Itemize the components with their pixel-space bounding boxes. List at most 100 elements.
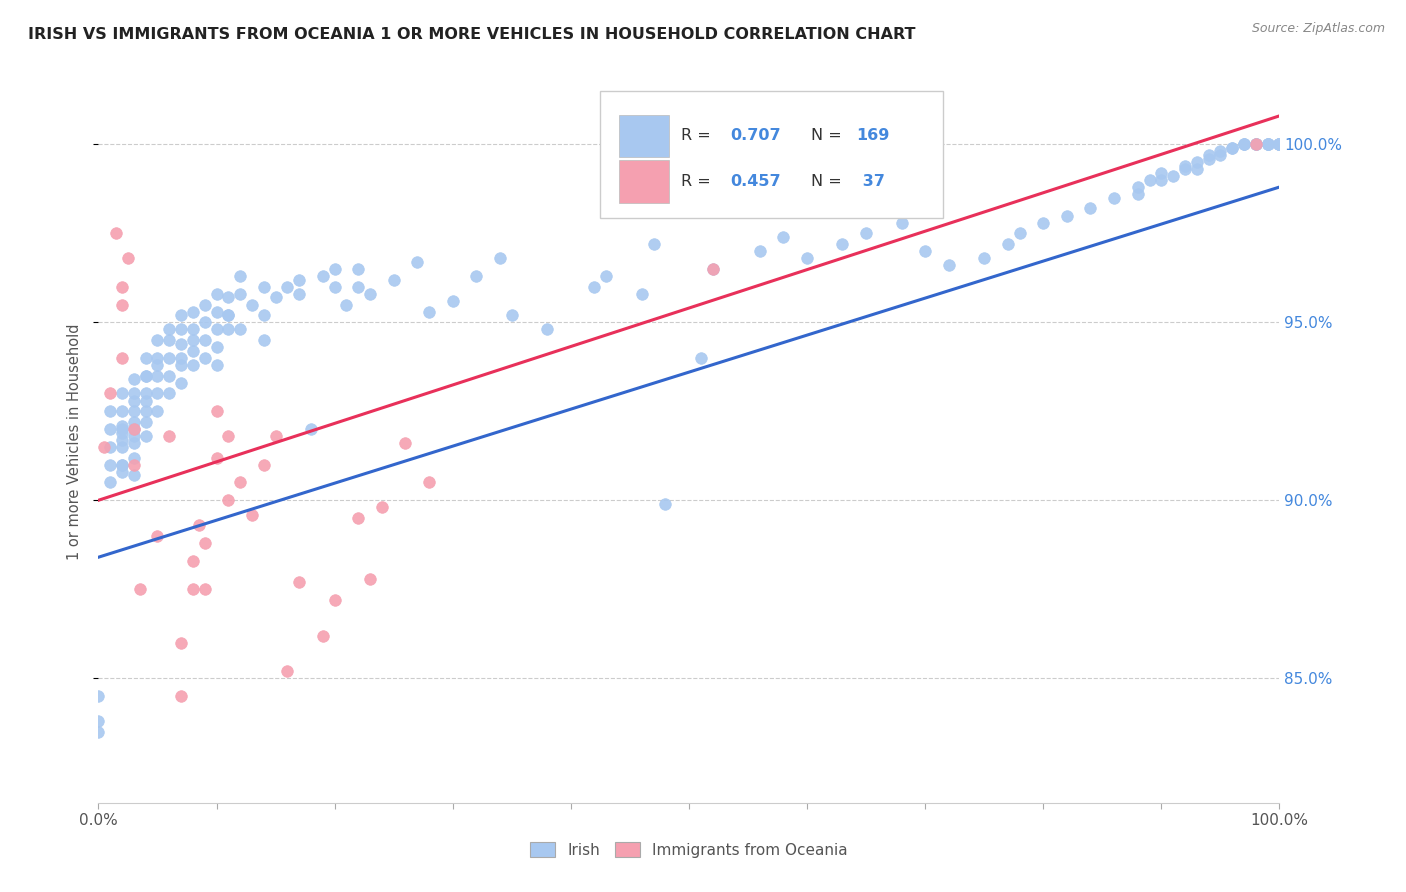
- Point: [595, 268, 617, 283]
- Point: [406, 254, 429, 268]
- Point: [796, 252, 818, 266]
- Point: [170, 351, 193, 365]
- Point: [122, 436, 145, 450]
- Point: [135, 386, 157, 401]
- Point: [1233, 137, 1256, 152]
- Point: [418, 475, 440, 490]
- Point: [157, 333, 180, 347]
- Point: [1233, 137, 1256, 152]
- Point: [157, 368, 180, 383]
- Text: N =: N =: [811, 128, 846, 144]
- Point: [111, 418, 134, 433]
- Point: [181, 304, 204, 318]
- Point: [501, 308, 523, 322]
- Point: [312, 268, 335, 283]
- Point: [1150, 166, 1173, 180]
- Text: 169: 169: [856, 128, 890, 144]
- Point: [1244, 137, 1267, 152]
- Point: [1126, 180, 1149, 194]
- Point: [194, 333, 217, 347]
- Point: [170, 322, 193, 336]
- Point: [205, 358, 228, 372]
- Point: [135, 368, 157, 383]
- Text: R =: R =: [681, 174, 716, 189]
- Point: [217, 493, 239, 508]
- Point: [111, 297, 134, 311]
- Point: [1174, 162, 1197, 177]
- Point: [702, 261, 724, 276]
- Y-axis label: 1 or more Vehicles in Household: 1 or more Vehicles in Household: [67, 323, 83, 560]
- Point: [217, 429, 239, 443]
- Point: [702, 261, 724, 276]
- Point: [205, 304, 228, 318]
- Point: [1257, 137, 1279, 152]
- Point: [1102, 191, 1125, 205]
- Point: [111, 386, 134, 401]
- Point: [831, 237, 853, 252]
- Point: [181, 554, 204, 568]
- Point: [170, 689, 193, 703]
- Point: [135, 429, 157, 443]
- Point: [1257, 137, 1279, 152]
- Point: [122, 415, 145, 429]
- Point: [146, 351, 169, 365]
- Point: [335, 297, 357, 311]
- Legend: Irish, Immigrants from Oceania: Irish, Immigrants from Oceania: [524, 836, 853, 863]
- Point: [122, 450, 145, 465]
- Point: [689, 351, 711, 365]
- Point: [643, 237, 665, 252]
- Point: [1198, 152, 1220, 166]
- Point: [111, 425, 134, 440]
- Point: [205, 322, 228, 336]
- Point: [489, 252, 512, 266]
- Point: [194, 351, 217, 365]
- Point: [1185, 155, 1208, 169]
- Point: [194, 536, 217, 550]
- Point: [583, 279, 606, 293]
- Point: [748, 244, 770, 259]
- Point: [240, 297, 263, 311]
- Point: [229, 322, 252, 336]
- Point: [135, 404, 157, 418]
- Point: [1244, 137, 1267, 152]
- Point: [111, 465, 134, 479]
- Point: [229, 268, 252, 283]
- Point: [170, 308, 193, 322]
- Point: [122, 393, 145, 408]
- Text: R =: R =: [681, 128, 716, 144]
- Point: [98, 458, 121, 472]
- Point: [111, 404, 134, 418]
- Text: 0.457: 0.457: [730, 174, 780, 189]
- Point: [1139, 173, 1161, 187]
- Point: [1032, 216, 1054, 230]
- Point: [1126, 187, 1149, 202]
- Point: [1268, 137, 1291, 152]
- Text: Source: ZipAtlas.com: Source: ZipAtlas.com: [1251, 22, 1385, 36]
- Point: [536, 322, 558, 336]
- Point: [1209, 145, 1232, 159]
- Point: [98, 440, 121, 454]
- Point: [98, 404, 121, 418]
- Point: [1150, 173, 1173, 187]
- Point: [347, 261, 370, 276]
- Point: [170, 336, 193, 351]
- Point: [253, 308, 276, 322]
- Point: [111, 458, 134, 472]
- Point: [1244, 137, 1267, 152]
- Point: [323, 261, 346, 276]
- Point: [276, 664, 298, 678]
- Point: [181, 333, 204, 347]
- Point: [938, 258, 960, 272]
- Point: [1268, 137, 1291, 152]
- Point: [194, 297, 217, 311]
- Point: [264, 429, 287, 443]
- Point: [394, 436, 416, 450]
- Point: [146, 358, 169, 372]
- Point: [1268, 137, 1291, 152]
- Point: [418, 304, 440, 318]
- Point: [347, 511, 370, 525]
- Point: [194, 315, 217, 329]
- Point: [157, 351, 180, 365]
- Point: [157, 429, 180, 443]
- Point: [382, 272, 405, 286]
